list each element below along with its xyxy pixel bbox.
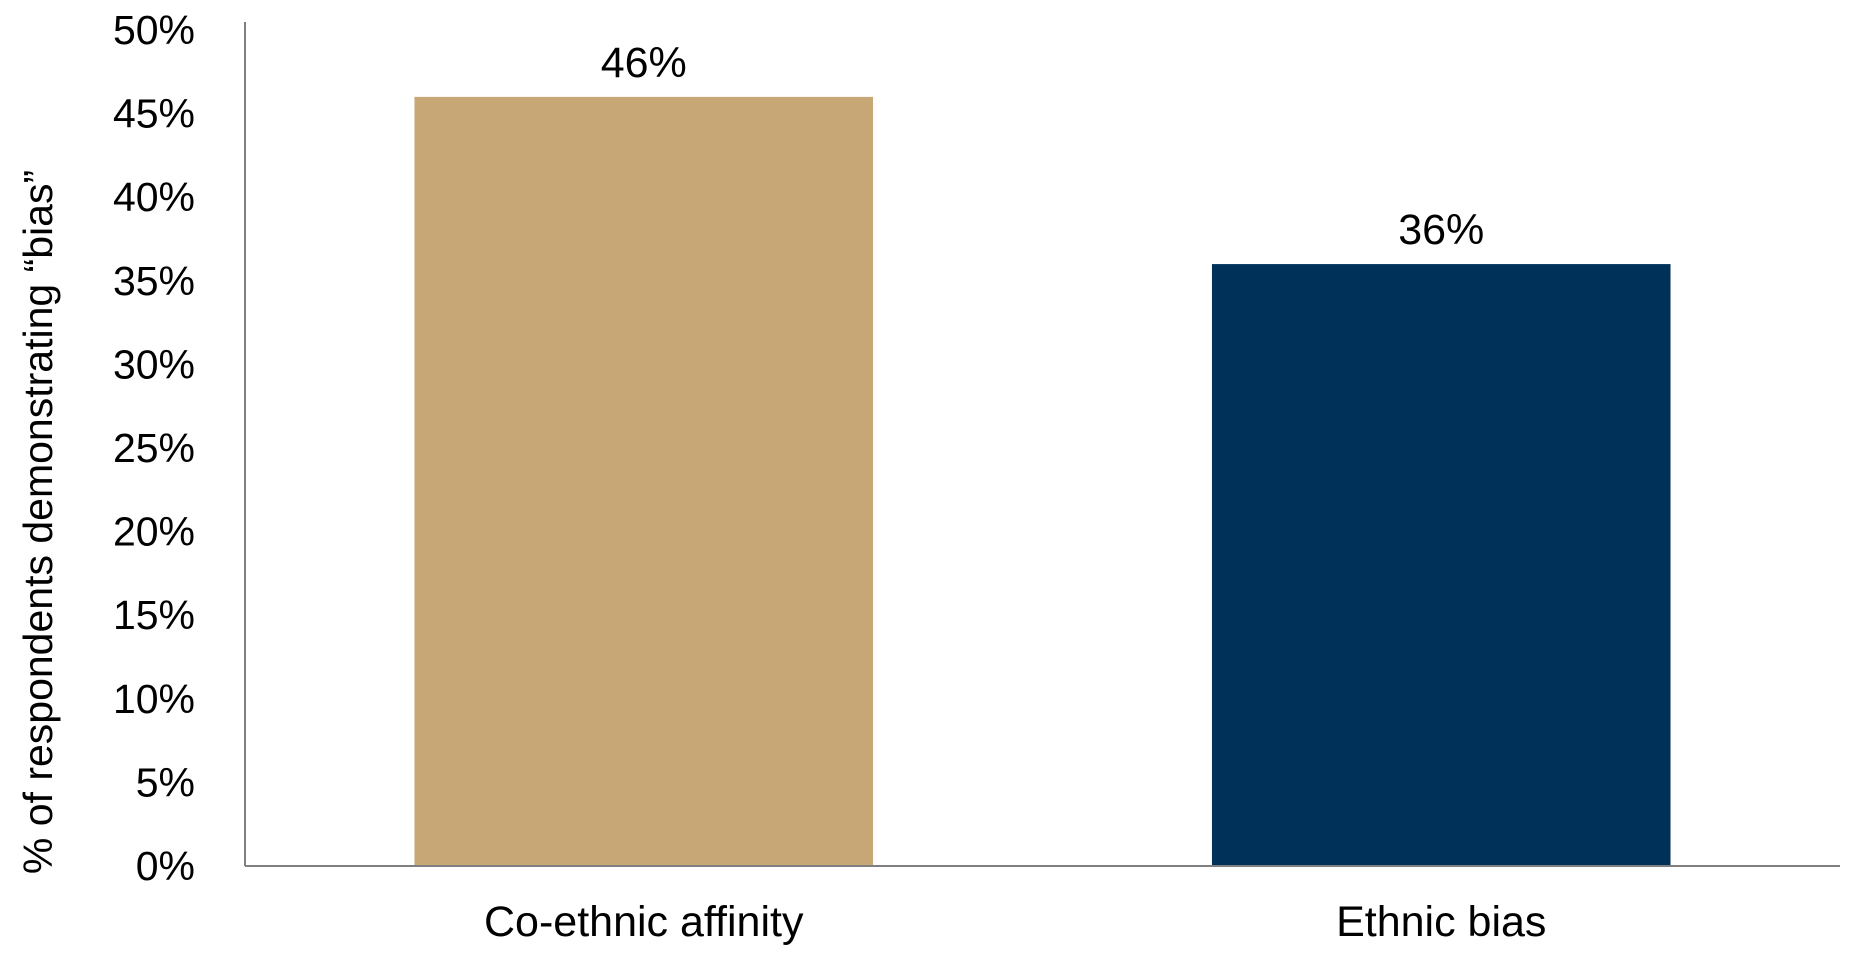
bar [414,96,874,866]
y-tick-label: 45% [113,91,195,137]
bar [1211,264,1671,867]
y-tick-label: 15% [113,592,195,638]
bar-data-label: 36% [1398,206,1484,254]
x-category-label: Co-ethnic affinity [484,898,804,946]
x-axis-category-labels: Co-ethnic affinity Ethnic bias [484,898,1546,946]
bars [414,96,1671,867]
y-tick-label: 50% [113,7,195,53]
y-tick-label: 30% [113,341,195,387]
y-tick-label: 35% [113,258,195,304]
x-category-label: Ethnic bias [1336,898,1546,946]
y-tick-label: 40% [113,174,195,220]
y-tick-label: 10% [113,676,195,722]
y-tick-label: 0% [136,843,195,889]
y-tick-label: 25% [113,425,195,471]
y-axis-title: % of respondents demonstrating “bias” [15,170,61,874]
y-tick-label: 20% [113,509,195,555]
y-tick-label: 5% [136,759,195,805]
bar-data-label: 46% [601,39,687,87]
y-axis-tick-labels: 0% 5% 10% 15% 20% 25% 30% 35% 40% 45% 50% [113,7,195,889]
data-labels: 46% 36% [601,39,1485,254]
